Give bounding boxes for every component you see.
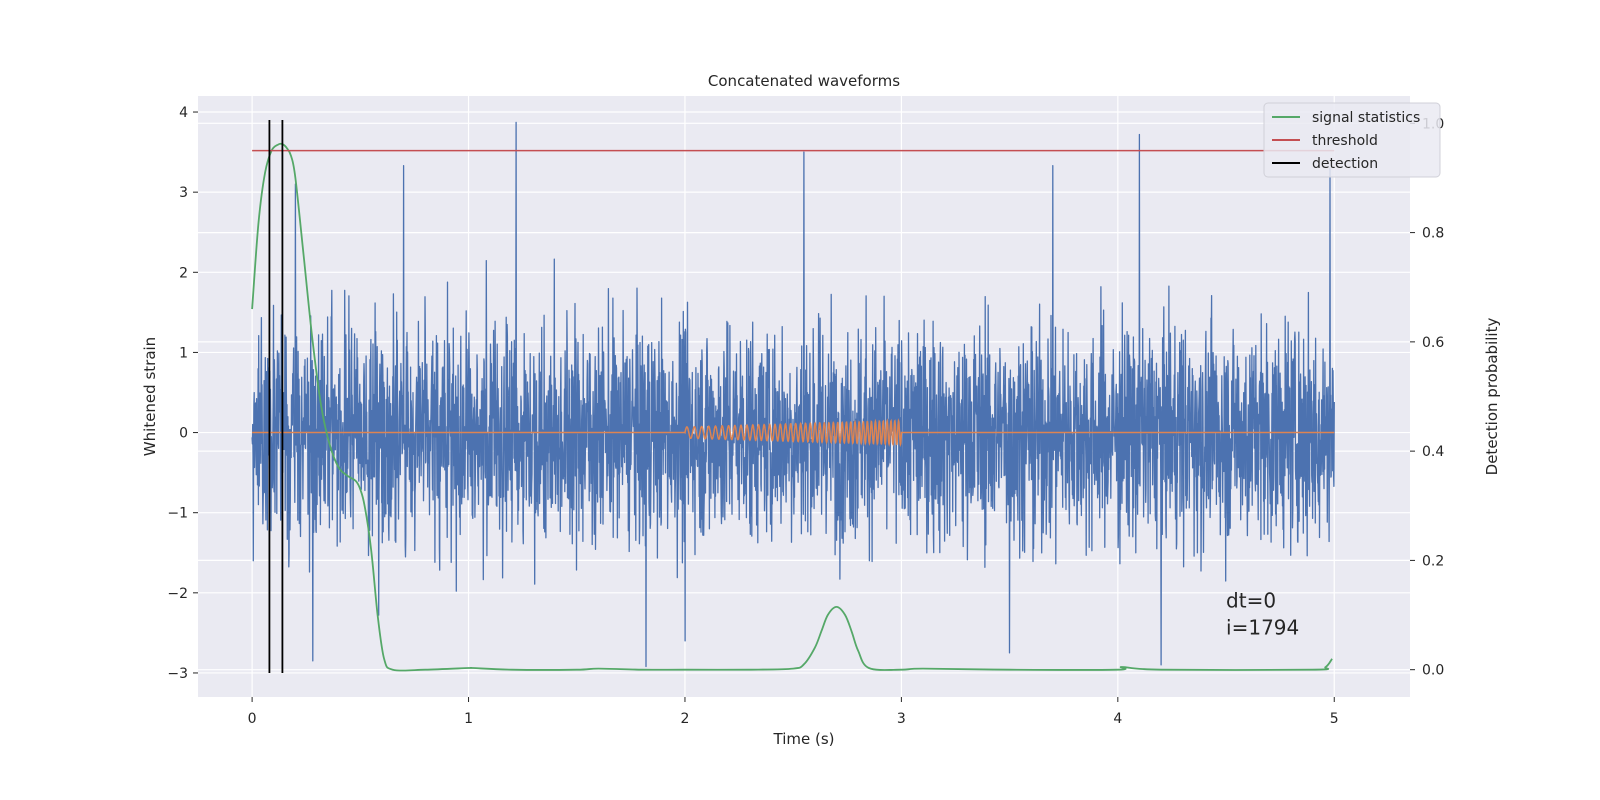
y-tick-label: −1: [167, 506, 188, 522]
x-tick-label: 2: [681, 711, 690, 727]
legend-entry-detection: detection: [1272, 156, 1378, 172]
legend: signal statistics threshold detection: [1263, 102, 1441, 178]
chart-title: Concatenated waveforms: [708, 72, 900, 90]
template-line: [252, 418, 1335, 448]
legend-label-signal-statistics: signal statistics: [1312, 110, 1420, 126]
x-tick-label: 0: [248, 711, 257, 727]
y-right-tick-label: 0.8: [1422, 226, 1444, 242]
whitened-strain-series: [251, 121, 1335, 668]
y-axis-label: Whitened strain: [141, 337, 159, 456]
y-tick-label: 2: [179, 265, 188, 281]
x-tick-label: 1: [464, 711, 473, 727]
x-axis-label: Time (s): [773, 730, 835, 748]
legend-label-detection: detection: [1312, 156, 1378, 172]
legend-box: [1263, 102, 1441, 178]
x-tick-label: 4: [1113, 711, 1122, 727]
detection-series: [268, 120, 284, 673]
signal-statistics-line: [251, 142, 1333, 672]
legend-entry-threshold: threshold: [1272, 133, 1378, 149]
y-tick-label: 4: [179, 105, 188, 121]
legend-label-threshold: threshold: [1312, 133, 1378, 149]
y-tick-label: −2: [167, 586, 188, 602]
annotations: dt=0 i=1794: [1226, 588, 1299, 639]
x-tick-label: 3: [897, 711, 906, 727]
y-tick-label: 3: [179, 185, 188, 201]
strain-line: [251, 121, 1335, 668]
annotation-index: i=1794: [1226, 615, 1299, 639]
annotation-dt: dt=0: [1226, 588, 1276, 612]
y-tick-label: −3: [167, 666, 188, 682]
y-right-tick-label: 0.0: [1422, 663, 1444, 679]
y-right-tick-label: 0.6: [1422, 335, 1444, 351]
y-axis-right-label: Detection probability: [1483, 318, 1501, 476]
y-right-tick-label: 0.4: [1422, 444, 1444, 460]
y-tick-label: 0: [179, 426, 188, 442]
legend-entry-signal-statistics: signal statistics: [1272, 110, 1420, 126]
y-right-tick-label: 0.2: [1422, 553, 1444, 569]
signal-statistics-series: [251, 142, 1333, 672]
template-chirp-series: [252, 418, 1335, 448]
y-tick-label: 1: [179, 345, 188, 361]
x-tick-label: 5: [1330, 711, 1339, 727]
